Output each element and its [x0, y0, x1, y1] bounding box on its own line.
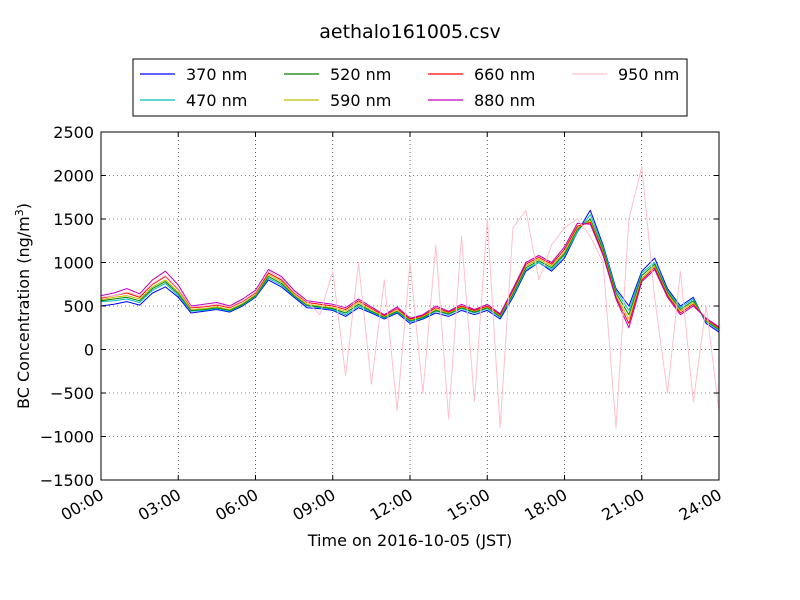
y-tick-label: −500 [50, 384, 94, 403]
series-group [100, 166, 720, 429]
x-axis-label: Time on 2016-10-05 (JST) [307, 531, 512, 550]
legend-label: 590 nm [330, 91, 391, 110]
y-tick-label: −1500 [40, 471, 94, 490]
legend-label: 470 nm [186, 91, 247, 110]
y-axis-label-text: BC Concentration (ng/m [14, 216, 33, 409]
chart-title: aethalo161005.csv [319, 21, 501, 43]
legend-label: 950 nm [618, 65, 679, 84]
legend-label: 660 nm [474, 65, 535, 84]
y-tick-label: 1500 [53, 210, 94, 229]
y-tick-label: 2000 [53, 167, 94, 186]
y-axis: −1500 −1000 −500 0 500 1000 1500 2000 2500 [40, 123, 719, 490]
series-line-520-nm [100, 218, 720, 330]
legend-box [132, 58, 688, 117]
series-line-880-nm [100, 222, 720, 329]
y-tick-label: 0 [84, 341, 94, 360]
y-axis-label: BC Concentration (ng/m3) [13, 203, 33, 409]
series-line-950-nm [100, 166, 720, 429]
y-axis-label-close: ) [14, 203, 33, 209]
legend-label: 520 nm [330, 65, 391, 84]
legend-label: 370 nm [186, 65, 247, 84]
y-tick-label: 2500 [53, 123, 94, 142]
legend-label: 880 nm [474, 91, 535, 110]
y-tick-label: 1000 [53, 254, 94, 273]
y-tick-label: 500 [63, 297, 94, 316]
series-line-470-nm [100, 214, 720, 331]
y-tick-label: −1000 [40, 428, 94, 447]
y-axis-label-unit: 3 [13, 209, 26, 216]
legend: 370 nm 470 nm 520 nm 590 nm 660 nm 880 nm 950 … [132, 58, 688, 117]
